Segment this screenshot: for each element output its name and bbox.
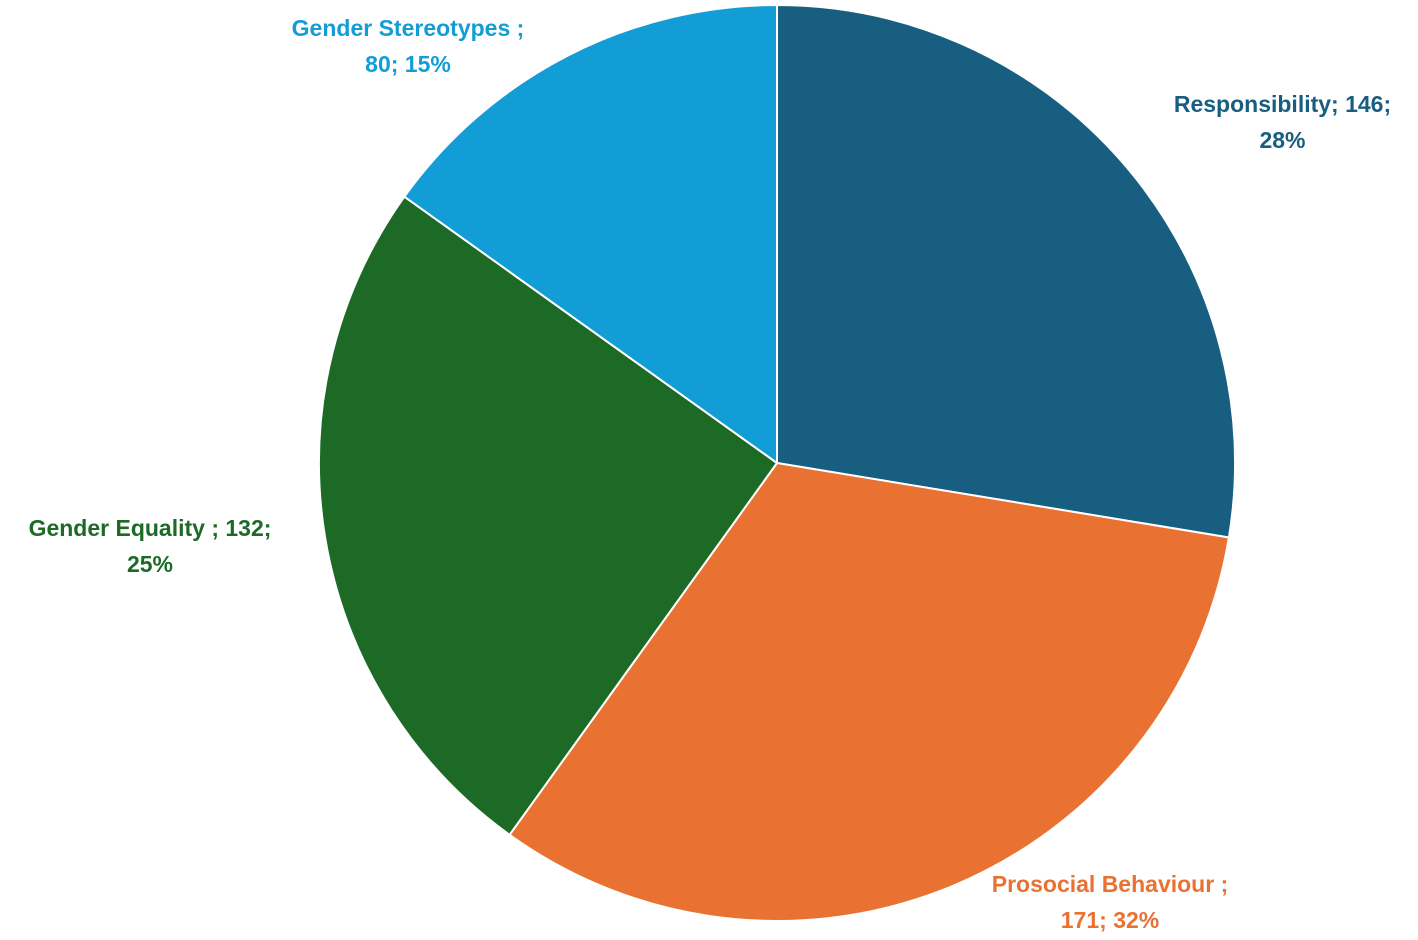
slice-label-line: 28%	[1259, 127, 1306, 153]
slice-label-line: Prosocial Behaviour ;	[991, 871, 1229, 897]
slice-label-gender-equality: Gender Equality ; 132; 25%	[0, 510, 300, 582]
slice-label-line: 171; 32%	[1060, 907, 1160, 933]
pie-slice-responsibility	[776, 4, 1236, 539]
pie-slice-gender-equality	[318, 195, 778, 836]
slice-label-line: Gender Stereotypes ;	[291, 15, 525, 41]
pie-slice-prosocial-behaviour	[508, 462, 1230, 922]
slice-label-line: 80; 15%	[365, 51, 451, 77]
slice-label-line: 25%	[126, 551, 174, 577]
slice-label-line: Gender Equality ; 132;	[28, 515, 272, 541]
slice-label-line: Responsibility; 146;	[1173, 91, 1392, 117]
slice-label-gender-stereotypes: Gender Stereotypes ; 80; 15%	[258, 10, 558, 82]
pie-slice-gender-stereotypes	[403, 4, 778, 464]
slice-label-responsibility: Responsibility; 146; 28%	[1140, 86, 1418, 158]
slice-label-prosocial-behaviour: Prosocial Behaviour ; 171; 32%	[960, 866, 1260, 938]
